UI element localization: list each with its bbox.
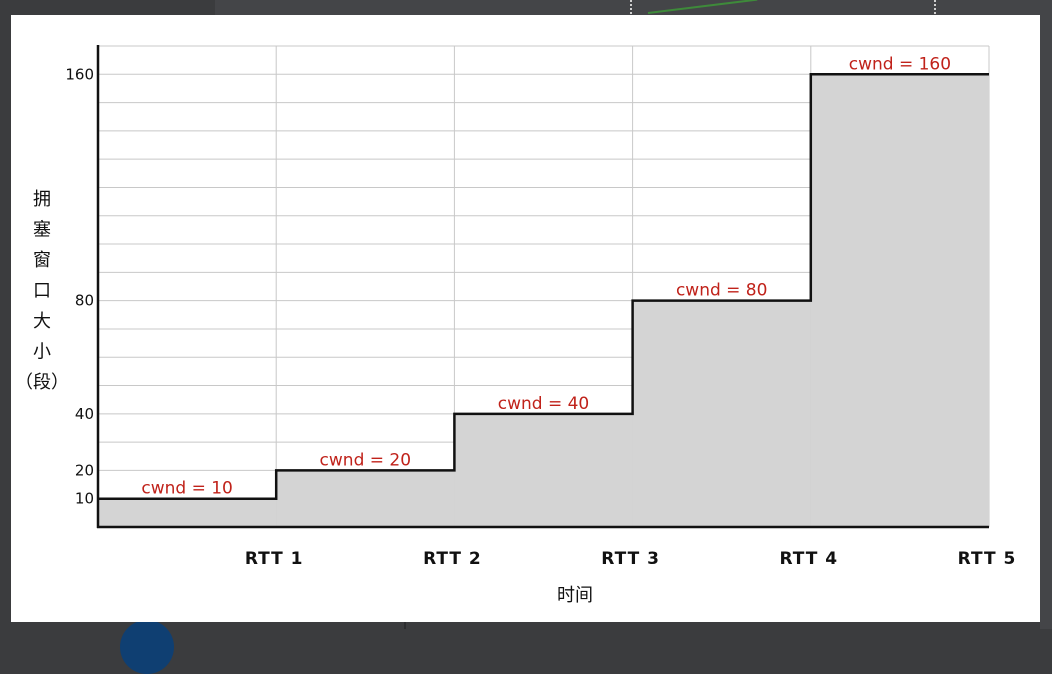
cwnd-annotations: cwnd = 10 cwnd = 20 cwnd = 40 cwnd = 80 cwnd…: [141, 54, 951, 498]
y-axis-title-char: 大: [33, 311, 51, 332]
area-step: [632, 300, 811, 527]
background-panel: [215, 0, 1052, 15]
area-step: [276, 470, 455, 527]
y-tick-label: 80: [75, 292, 94, 310]
area-step: [454, 413, 633, 527]
background-divider: [404, 622, 406, 629]
background-dotted-line: [630, 0, 632, 14]
y-tick-label: 160: [65, 65, 94, 83]
x-tick-label: RTT 1: [245, 549, 304, 569]
y-axis-title-char: 窗: [33, 250, 51, 271]
y-tick-labels: 10 20 40 80 160: [65, 65, 94, 507]
chart-card: 10 20 40 80 160 RTT 1 RTT 2 RTT 3 RTT 4 RTT 5 cw…: [11, 15, 1040, 622]
axes: [96, 45, 989, 529]
y-axis-title-char: 拥: [33, 189, 51, 210]
cwnd-annotation: cwnd = 40: [498, 394, 590, 414]
step-line: [98, 73, 989, 500]
background-panel: [1040, 15, 1052, 629]
y-tick-label: 20: [75, 461, 94, 479]
cwnd-annotation: cwnd = 10: [141, 479, 233, 499]
y-axis-title-char: 口: [33, 281, 51, 302]
y-axis-title-char: （段）: [15, 372, 69, 393]
x-tick-labels: RTT 1 RTT 2 RTT 3 RTT 4 RTT 5: [245, 549, 1017, 569]
y-tick-label: 10: [75, 490, 94, 508]
y-axis-title-char: 小: [33, 342, 51, 363]
x-tick-label: RTT 5: [958, 549, 1017, 569]
cwnd-annotation: cwnd = 80: [676, 281, 768, 301]
x-tick-label: RTT 4: [779, 549, 838, 569]
cwnd-annotation: cwnd = 160: [849, 54, 951, 74]
area-fill: [98, 74, 989, 527]
y-axis-title-char: 塞: [33, 220, 51, 241]
background-dotted-line: [934, 0, 936, 14]
x-axis-title: 时间: [557, 585, 593, 606]
area-step: [98, 498, 277, 527]
area-step: [810, 74, 989, 527]
x-tick-label: RTT 2: [423, 549, 482, 569]
step-line-path: [98, 73, 989, 500]
cwnd-annotation: cwnd = 20: [320, 450, 412, 470]
y-tick-label: 40: [75, 405, 94, 423]
background-avatar: [120, 620, 174, 674]
chart-svg: 10 20 40 80 160 RTT 1 RTT 2 RTT 3 RTT 4 RTT 5 cw…: [15, 45, 1017, 606]
x-tick-label: RTT 3: [601, 549, 660, 569]
